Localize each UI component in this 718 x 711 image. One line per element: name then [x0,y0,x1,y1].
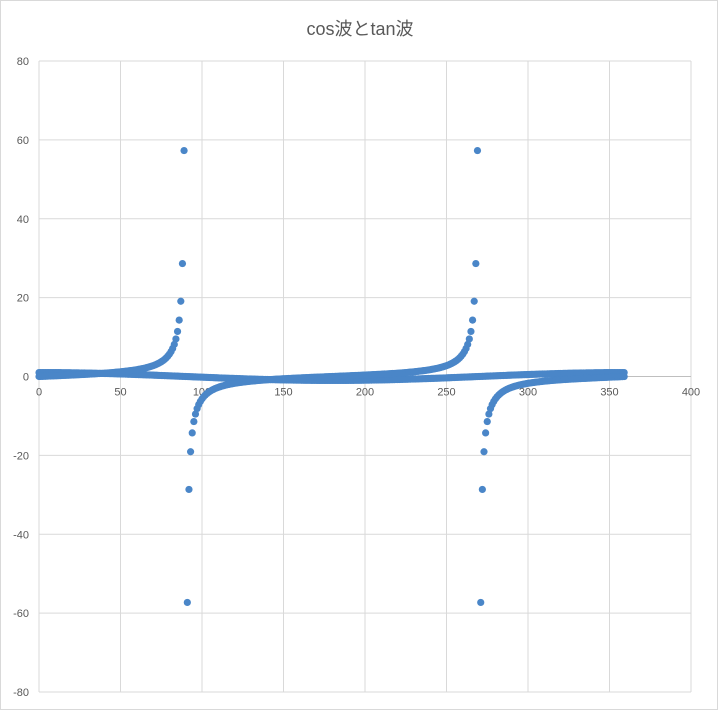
data-point [473,146,482,155]
x-tick-labels: 0 50 100 150 200 250 300 350 400 [36,387,700,399]
x-tick-label: 0 [36,387,42,399]
data-point [478,485,486,494]
y-tick-label: 40 [17,214,29,226]
y-tick-label: -40 [13,529,29,541]
x-tick-label: 200 [356,387,374,399]
y-tick-label: 60 [17,135,29,147]
data-points [35,146,628,607]
data-point [191,410,200,418]
data-point [480,448,488,456]
x-tick-label: 250 [437,387,455,399]
data-point [173,327,182,336]
x-tick-label: 300 [519,387,537,399]
y-tick-labels: 80 60 40 20 0 -20 -40 -60 -80 [13,56,29,699]
data-point [170,340,178,348]
x-tick-label: 150 [274,387,292,399]
data-point [472,259,480,268]
data-point [178,259,187,268]
data-point [485,410,493,418]
data-point [188,429,196,437]
data-point [467,327,475,336]
y-tick-label: -60 [13,608,29,620]
x-tick-label: 400 [682,387,700,399]
x-tick-label: 350 [600,387,618,399]
data-point [175,316,183,324]
y-tick-label: 0 [23,372,29,384]
data-point [465,335,473,343]
y-tick-label: -80 [13,687,29,699]
data-point [468,316,477,324]
data-point [185,485,193,494]
data-point [483,417,491,426]
chart-title: cos波とtan波 [306,19,413,39]
data-point [180,146,188,155]
data-point [477,598,485,607]
data-point [183,598,191,607]
data-point [620,372,628,381]
y-tick-label: -20 [13,450,29,462]
data-point [186,448,195,456]
data-point [172,335,180,343]
data-point [177,297,185,305]
x-tick-label: 50 [114,387,126,399]
series-tan [35,146,628,607]
data-point [464,340,472,348]
data-point [482,429,490,437]
data-point [190,417,198,426]
y-tick-label: 20 [17,293,29,305]
y-tick-label: 80 [17,56,29,68]
data-point [470,297,478,305]
